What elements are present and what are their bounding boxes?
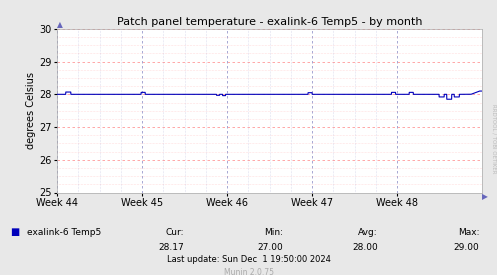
Text: ▲: ▲ — [57, 20, 63, 29]
Text: Min:: Min: — [264, 228, 283, 237]
Text: 28.17: 28.17 — [158, 243, 184, 252]
Text: ■: ■ — [10, 227, 19, 237]
Text: Last update: Sun Dec  1 19:50:00 2024: Last update: Sun Dec 1 19:50:00 2024 — [166, 255, 331, 264]
Text: RRDTOOL / TOBI OETIKER: RRDTOOL / TOBI OETIKER — [491, 104, 496, 174]
Text: 27.00: 27.00 — [257, 243, 283, 252]
Text: 29.00: 29.00 — [454, 243, 480, 252]
Text: exalink-6 Temp5: exalink-6 Temp5 — [27, 228, 101, 237]
Text: Cur:: Cur: — [166, 228, 184, 237]
Text: 28.00: 28.00 — [352, 243, 378, 252]
Text: Max:: Max: — [458, 228, 480, 237]
Text: ▶: ▶ — [482, 192, 488, 202]
Y-axis label: degrees Celsius: degrees Celsius — [26, 72, 36, 149]
Text: Munin 2.0.75: Munin 2.0.75 — [224, 268, 273, 275]
Title: Patch panel temperature - exalink-6 Temp5 - by month: Patch panel temperature - exalink-6 Temp… — [117, 17, 422, 27]
Text: Avg:: Avg: — [358, 228, 378, 237]
